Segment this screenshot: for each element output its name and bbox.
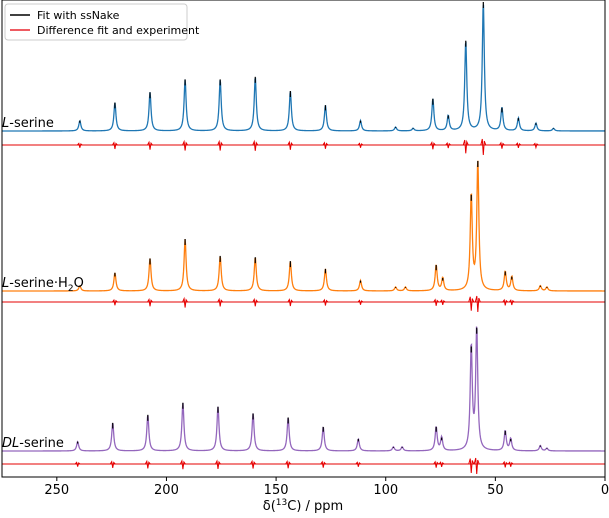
difference-feature (74, 461, 81, 467)
trace-label-DL-serine: DL-serine (2, 436, 64, 451)
difference-feature (252, 297, 259, 307)
trace-label-italic: L (2, 116, 9, 131)
difference-feature (217, 139, 224, 151)
difference-feature (445, 142, 452, 149)
difference-trace-L-serine (2, 138, 605, 156)
spectra-traces (2, 2, 605, 475)
trace-label-italic: DL (2, 436, 19, 451)
x-axis-label: δ(13C) / ppm (263, 498, 343, 514)
trace-label-italic: L (2, 276, 9, 291)
trace-label-rest: -serine (19, 436, 64, 451)
difference-feature (147, 297, 153, 307)
trace-label-rest: -serine·H (9, 276, 68, 291)
difference-feature (287, 140, 294, 150)
difference-feature (112, 298, 118, 306)
trace-label-rest: -serine (9, 116, 54, 131)
spectrum-line (2, 326, 605, 452)
difference-feature (533, 142, 539, 150)
trace-label-L-serine·H2O: L-serine·H2O (2, 276, 84, 294)
difference-feature (355, 461, 362, 467)
difference-feature (215, 459, 221, 470)
legend-box (4, 3, 188, 41)
difference-feature (357, 142, 364, 148)
trace-DL-serine (2, 326, 605, 475)
x-tick-label: 250 (44, 483, 69, 498)
difference-feature (507, 461, 514, 467)
trace-label-L-serine: L-serine (2, 116, 54, 131)
x-axis-label-prefix: δ( (263, 499, 276, 514)
difference-feature (502, 298, 509, 306)
x-tick-label: 200 (154, 483, 179, 498)
difference-trace-L-serine·H2O (2, 295, 605, 313)
difference-feature (322, 298, 329, 306)
difference-feature (468, 458, 475, 474)
legend-label-fit: Fit with ssNake (37, 9, 120, 22)
x-tick-label: 50 (487, 483, 504, 498)
difference-feature (287, 298, 294, 307)
difference-feature (499, 141, 505, 149)
difference-feature (109, 460, 116, 468)
difference-feature (433, 298, 440, 306)
difference-feature (508, 299, 515, 306)
difference-feature (515, 142, 522, 149)
difference-feature (144, 459, 151, 469)
difference-feature (474, 295, 481, 313)
difference-feature (179, 459, 186, 470)
legend: Fit with ssNake Difference fit and exper… (4, 3, 200, 41)
difference-feature (285, 459, 292, 469)
difference-feature (182, 296, 189, 308)
trace-label-subscript: 2 (68, 284, 74, 294)
x-tick-label: 0 (601, 483, 609, 498)
difference-feature (433, 460, 440, 468)
difference-feature (76, 142, 83, 148)
difference-feature (252, 139, 259, 151)
difference-feature (217, 297, 224, 307)
difference-feature (112, 141, 118, 150)
difference-trace-DL-serine (2, 457, 605, 475)
difference-feature (182, 139, 189, 151)
difference-feature (480, 138, 487, 156)
spectrum-line (2, 4, 605, 132)
difference-feature (473, 457, 480, 475)
x-tick-label: 150 (264, 483, 289, 498)
difference-feature (462, 139, 469, 154)
difference-feature (429, 140, 436, 150)
x-axis-label-suffix: C) / ppm (287, 499, 343, 514)
difference-feature (468, 296, 475, 311)
difference-feature (320, 460, 327, 468)
x-axis-label-superscript: 13 (276, 498, 287, 508)
difference-feature (439, 299, 446, 306)
difference-feature (502, 460, 509, 468)
difference-feature (438, 461, 445, 468)
plot-frame (1, 0, 606, 478)
difference-feature (357, 299, 364, 305)
difference-feature (322, 141, 329, 149)
x-tick-label: 100 (373, 483, 398, 498)
difference-feature (147, 140, 153, 150)
x-axis-ticks: 250 200 150 100 50 0 (44, 477, 609, 498)
legend-label-difference: Difference fit and experiment (37, 24, 200, 37)
trace-label-tail: O (74, 276, 84, 291)
spectrum-line (2, 160, 605, 292)
difference-feature (250, 459, 256, 469)
trace-L-serine·H2O (2, 160, 605, 313)
trace-L-serine (2, 2, 605, 156)
